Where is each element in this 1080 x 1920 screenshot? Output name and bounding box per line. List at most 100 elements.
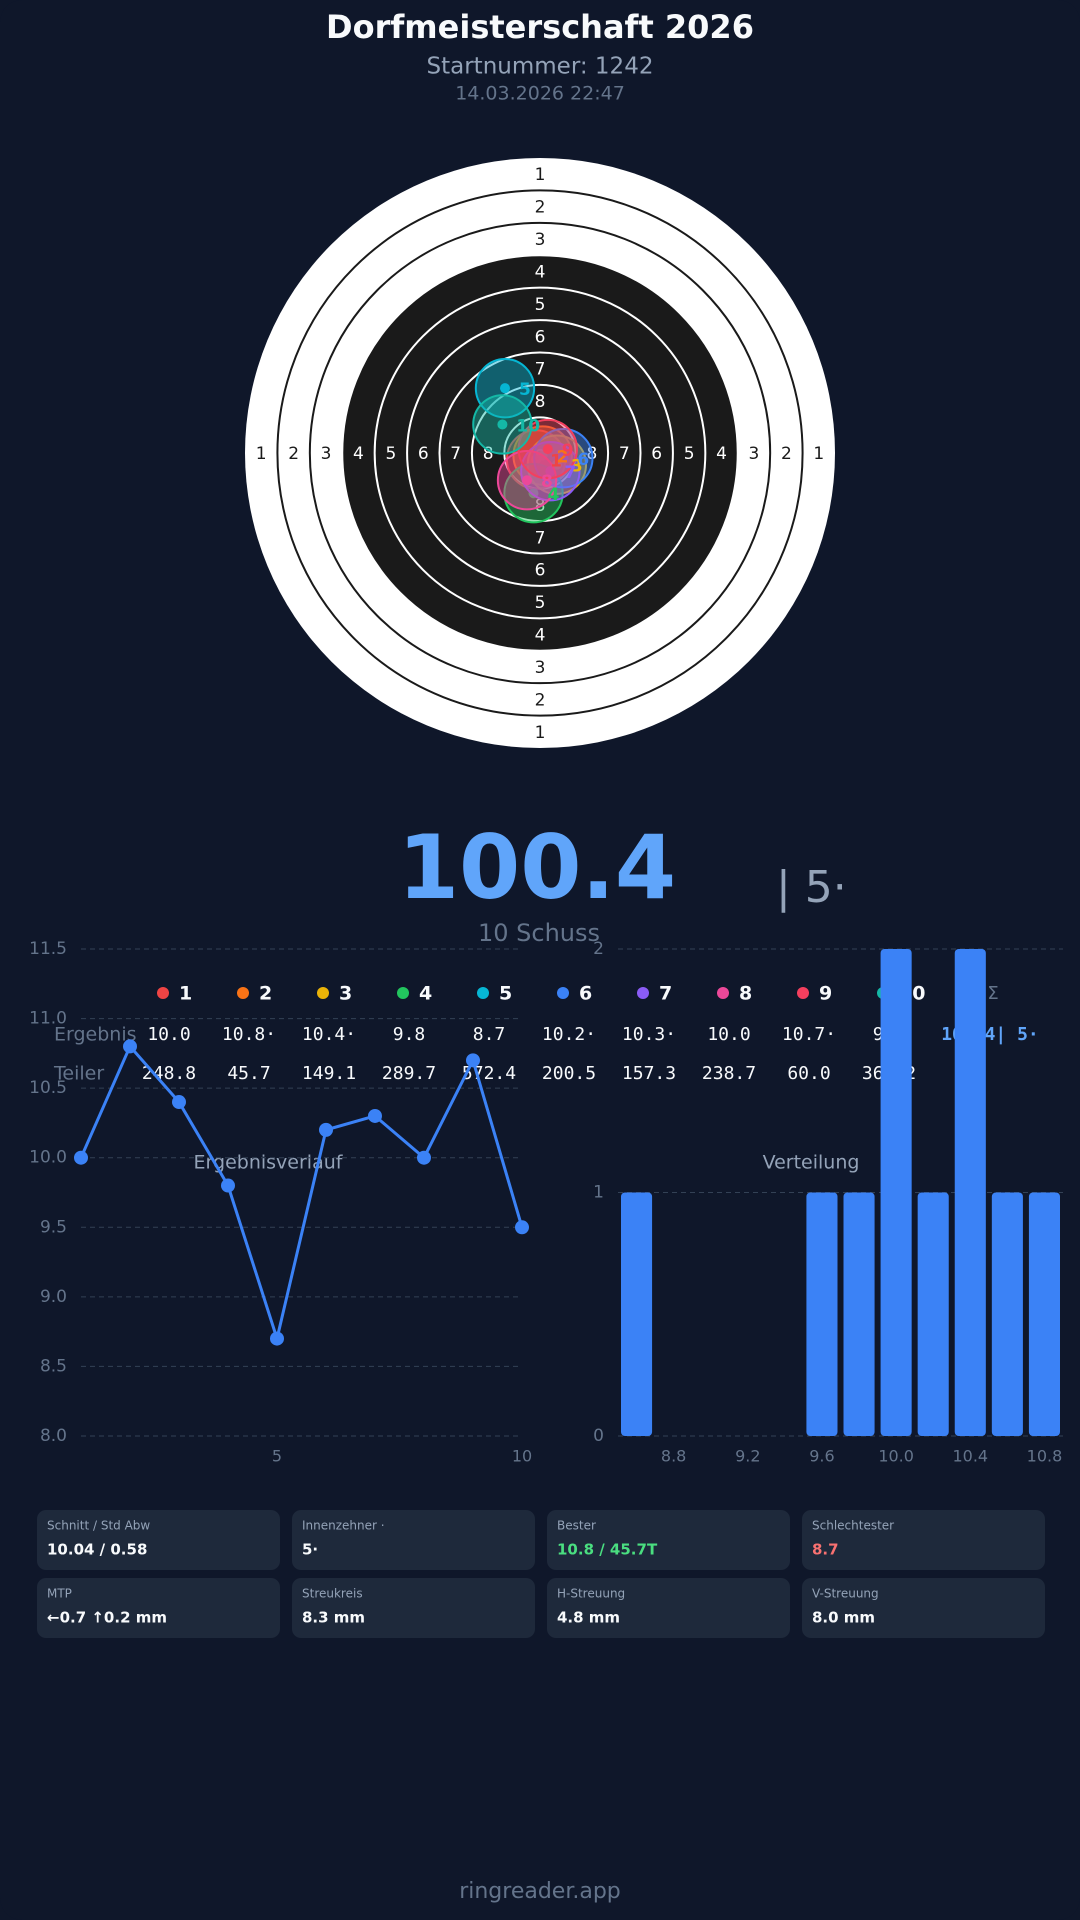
legend-label: 8 bbox=[739, 983, 752, 1005]
shot-label: 8 bbox=[541, 472, 553, 492]
ring-label: 1 bbox=[813, 444, 824, 464]
card-label: Schnitt / Std Abw bbox=[47, 1519, 150, 1533]
ring-label: 6 bbox=[651, 444, 662, 464]
y-tick-label: 9.0 bbox=[40, 1287, 67, 1307]
bar bbox=[991, 1192, 1023, 1436]
row-label: Ergebnis bbox=[54, 1024, 137, 1046]
legend-dot bbox=[317, 987, 329, 999]
ring-label: 2 bbox=[535, 690, 546, 710]
datetime: 14.03.2026 22:47 bbox=[455, 83, 625, 105]
ring-label: 6 bbox=[535, 561, 546, 581]
legend-label: 9 bbox=[819, 983, 832, 1005]
legend-dot bbox=[397, 987, 409, 999]
legend-dot bbox=[477, 987, 489, 999]
ring-label: 1 bbox=[535, 723, 546, 743]
card-label: Schlechtester bbox=[812, 1519, 894, 1533]
y-tick-label: 0 bbox=[593, 1426, 604, 1446]
card-label: Streukreis bbox=[302, 1587, 363, 1601]
card-value: 4.8 mm bbox=[557, 1609, 620, 1627]
bar bbox=[806, 1192, 838, 1436]
shot-center bbox=[499, 383, 510, 394]
card bbox=[802, 1578, 1045, 1638]
ring-label: 5 bbox=[535, 593, 546, 613]
score-total: 100.4 bbox=[398, 816, 676, 919]
legend-dot bbox=[557, 987, 569, 999]
card-label: Innenzehner · bbox=[302, 1519, 385, 1533]
shot-label: 3 bbox=[571, 457, 583, 477]
shot-count: 10 Schuss bbox=[478, 919, 600, 947]
ring-label: 8 bbox=[483, 444, 494, 464]
ring-label: 6 bbox=[418, 444, 429, 464]
ring-label: 7 bbox=[535, 528, 546, 548]
card-value: 5· bbox=[302, 1541, 318, 1559]
ring-label: 1 bbox=[535, 165, 546, 185]
card-value: ←0.7 ↑0.2 mm bbox=[47, 1609, 167, 1627]
card-value: 8.3 mm bbox=[302, 1609, 365, 1627]
y-tick-label: 10.5 bbox=[29, 1078, 67, 1098]
legend-label: 6 bbox=[579, 983, 592, 1005]
point bbox=[74, 1150, 88, 1165]
shot-label: 6 bbox=[577, 450, 589, 470]
bar bbox=[917, 1192, 949, 1436]
card bbox=[547, 1510, 790, 1570]
legend-dot bbox=[717, 987, 729, 999]
point bbox=[515, 1220, 529, 1235]
legend-dot bbox=[637, 987, 649, 999]
legend-label: 4 bbox=[419, 983, 432, 1005]
legend-label: 1 bbox=[179, 983, 192, 1005]
shot-label: 10 bbox=[516, 416, 540, 436]
point bbox=[221, 1178, 235, 1193]
footer: ringreader.app bbox=[459, 1879, 621, 1904]
target-ring bbox=[276, 189, 804, 717]
y-tick-label: 1 bbox=[593, 1183, 604, 1203]
ring-label: 3 bbox=[749, 444, 760, 464]
cell: 10.7· bbox=[782, 1024, 836, 1045]
ring-label: 7 bbox=[450, 444, 461, 464]
cell: 10.3· bbox=[622, 1024, 676, 1045]
target-ring bbox=[308, 221, 772, 685]
point bbox=[319, 1122, 333, 1137]
shot-center bbox=[522, 475, 533, 486]
cell: 10.2· bbox=[542, 1024, 596, 1045]
charts: Ergebnisverlauf 8.0 8.5 9.0 9.5 10.0 10.5 11.0 1… bbox=[29, 939, 1063, 1466]
shot-center bbox=[558, 453, 569, 464]
legend-dot bbox=[157, 987, 169, 999]
card-value: 8.0 mm bbox=[812, 1609, 875, 1627]
y-tick-label: 8.0 bbox=[40, 1426, 67, 1446]
ring-label: 2 bbox=[781, 444, 792, 464]
card-label: V-Streuung bbox=[812, 1587, 879, 1601]
ring-label: 3 bbox=[321, 444, 332, 464]
card bbox=[802, 1510, 1045, 1570]
ring-label: 4 bbox=[353, 444, 364, 464]
point bbox=[368, 1108, 382, 1123]
ring-label: 5 bbox=[385, 444, 396, 464]
y-tick-label: 11.5 bbox=[29, 939, 67, 959]
bar bbox=[954, 949, 986, 1436]
card-label: H-Streuung bbox=[557, 1587, 625, 1601]
ring-label: 2 bbox=[535, 198, 546, 218]
point bbox=[466, 1053, 480, 1068]
shot-label: 9 bbox=[562, 441, 574, 461]
bar bbox=[880, 949, 912, 1436]
card bbox=[292, 1510, 535, 1570]
chart-title: Ergebnisverlauf bbox=[194, 1152, 344, 1174]
x-tick-label: 10.0 bbox=[878, 1447, 914, 1466]
target-ring bbox=[438, 351, 642, 555]
shot-label: 5 bbox=[519, 380, 531, 400]
stat-cards: Schnitt / Std Abw 10.04 / 0.58 Innenzehner… bbox=[37, 1510, 1045, 1638]
cell: 10.8· bbox=[222, 1024, 276, 1045]
ring-label: 5 bbox=[684, 444, 695, 464]
cell: 157.3 bbox=[622, 1063, 676, 1084]
ring-label: 4 bbox=[535, 626, 546, 646]
ring-label: 7 bbox=[619, 444, 630, 464]
card-label: MTP bbox=[47, 1587, 72, 1601]
score-inner: | 5· bbox=[776, 862, 847, 913]
card-value: 10.04 / 0.58 bbox=[47, 1541, 147, 1559]
shot-label: 1 bbox=[550, 451, 562, 471]
cell: 10.4· bbox=[302, 1024, 356, 1045]
bar bbox=[1028, 1192, 1060, 1436]
card-value: 8.7 bbox=[812, 1541, 839, 1559]
cell: 9.8 bbox=[393, 1024, 426, 1045]
cell: 10.0 bbox=[707, 1024, 750, 1045]
